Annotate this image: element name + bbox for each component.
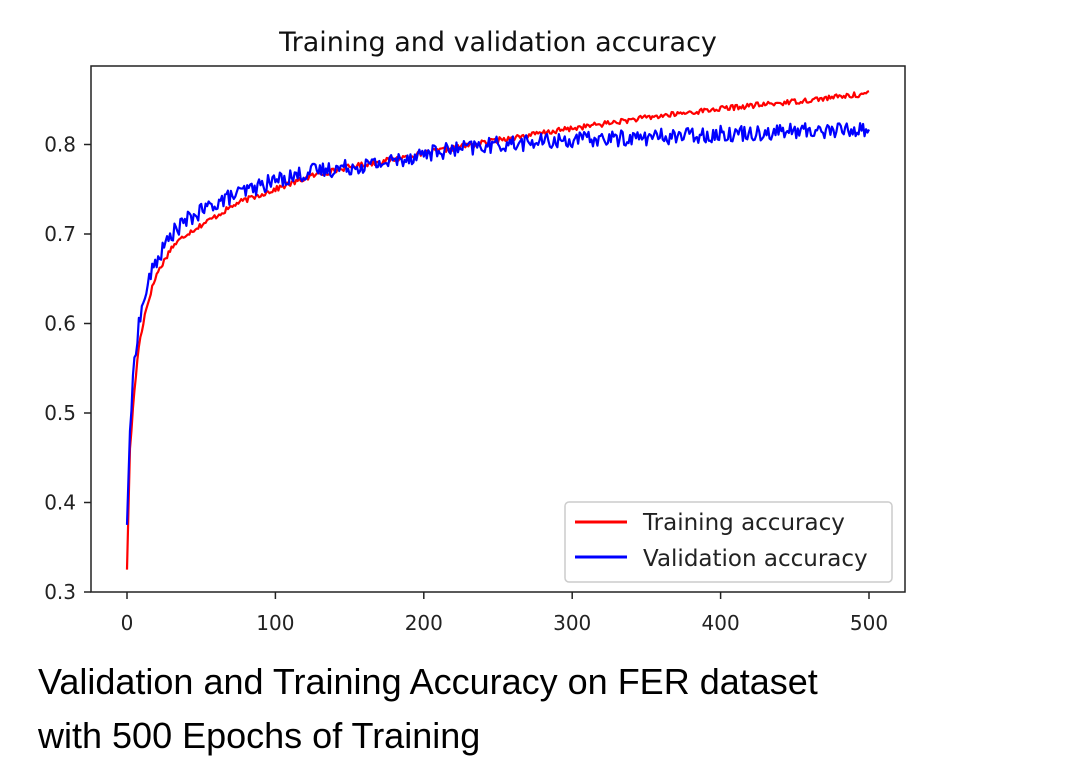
y-tick-label: 0.6: [44, 312, 76, 336]
y-tick-label: 0.7: [44, 222, 76, 246]
x-tick-label: 500: [850, 611, 888, 635]
chart-title: Training and validation accuracy: [278, 27, 717, 58]
legend: Training accuracy Validation accuracy: [564, 501, 893, 583]
legend-label-validation: Validation accuracy: [643, 546, 868, 572]
legend-box: [564, 501, 893, 583]
caption-line-2: with 500 Epochs of Training: [38, 715, 481, 756]
y-tick-label: 0.3: [44, 580, 76, 604]
y-axis: 0.3 0.4 0.5 0.6 0.7 0.8: [44, 133, 91, 604]
caption-line-1: Validation and Training Accuracy on FER …: [38, 661, 818, 702]
validation-accuracy-line: [125, 122, 870, 525]
series-layer: [125, 90, 870, 570]
legend-label-training: Training accuracy: [642, 510, 845, 536]
y-tick-label: 0.8: [44, 133, 76, 157]
y-tick-label: 0.4: [44, 491, 76, 515]
accuracy-chart: 0 100 200 300 400 500 0.3 0.4 0.5 0.6 0.7 0.8 Trai…: [44, 27, 906, 635]
x-axis: 0 100 200 300 400 500: [121, 592, 888, 635]
x-tick-label: 300: [553, 611, 591, 635]
figure-caption: Validation and Training Accuracy on FER …: [38, 655, 1038, 763]
plot-frame: [90, 65, 906, 593]
x-tick-label: 200: [405, 611, 443, 635]
x-tick-label: 400: [702, 611, 740, 635]
x-tick-label: 0: [121, 611, 134, 635]
x-tick-label: 100: [256, 611, 294, 635]
y-tick-label: 0.5: [44, 401, 76, 425]
